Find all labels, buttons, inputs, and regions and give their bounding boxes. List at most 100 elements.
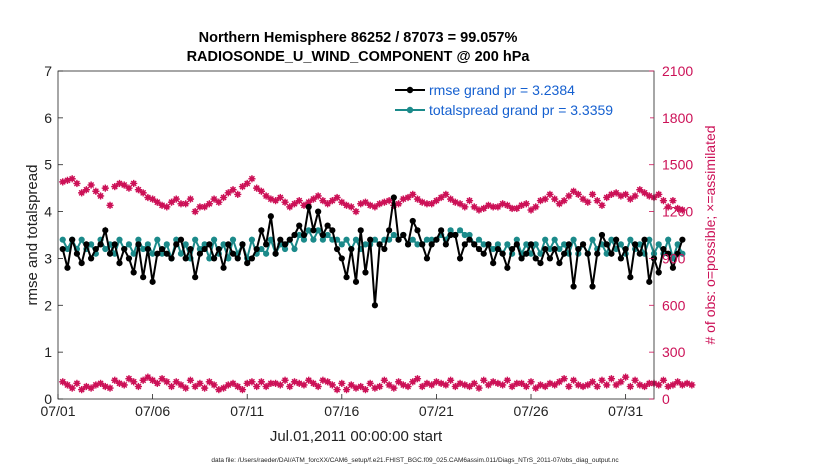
obs-assimilated-point <box>503 376 511 384</box>
obs-assimilated-point <box>428 381 436 389</box>
totalspread-point <box>523 241 530 248</box>
obs-marker-core <box>509 206 515 211</box>
rmse-point <box>508 245 516 253</box>
obs-marker-core <box>65 382 70 388</box>
y-left-tick-label: 0 <box>44 391 52 407</box>
obs-assimilated-point <box>201 384 209 392</box>
obs-marker-core <box>102 185 108 191</box>
obs-marker-core <box>112 184 118 189</box>
obs-possible-point <box>555 200 563 208</box>
rmse-point <box>78 260 85 267</box>
rmse-point <box>192 274 199 281</box>
obs-possible-point <box>456 200 464 208</box>
totalspread-point <box>504 241 511 248</box>
obs-marker-core <box>533 204 539 210</box>
obs-marker-core <box>358 384 364 389</box>
totalspread-point <box>125 241 133 248</box>
obs-marker-core <box>188 377 193 383</box>
obs-assimilated-point <box>333 386 341 394</box>
obs-marker-core <box>315 193 321 199</box>
rmse-point <box>210 255 218 262</box>
obs-marker-core <box>235 384 241 389</box>
obs-possible-point <box>532 203 540 211</box>
y-right-tick-label: 1200 <box>662 204 693 220</box>
chart-title-line1: Northern Hemisphere 86252 / 87073 = 99.0… <box>199 30 518 46</box>
rmse-point <box>125 255 133 262</box>
totalspread-point <box>669 255 677 262</box>
obs-assimilated-point <box>309 379 318 387</box>
obs-marker-core <box>240 387 245 393</box>
obs-marker-core <box>604 382 610 388</box>
obs-marker-core <box>604 195 610 200</box>
obs-marker-core <box>178 382 184 388</box>
totalspread-point <box>551 236 558 243</box>
obs-assimilated-point <box>219 384 228 392</box>
rmse-point <box>329 227 336 234</box>
totalspread-point <box>220 241 227 248</box>
obs-assimilated-point <box>149 376 157 384</box>
rmse-point <box>319 231 326 239</box>
rmse-point <box>665 250 672 257</box>
obs-marker-core <box>594 384 600 389</box>
obs-assimilated-point <box>380 376 388 384</box>
totalspread-point <box>177 250 185 257</box>
obs-marker-core <box>415 376 420 382</box>
obs-marker-core <box>637 187 643 193</box>
obs-marker-core <box>429 201 435 207</box>
obs-marker-core <box>292 201 297 207</box>
rmse-point <box>371 302 379 309</box>
rmse-point <box>641 236 648 243</box>
obs-marker-core <box>542 384 548 389</box>
obs-assimilated-point <box>229 379 237 387</box>
obs-marker-core <box>136 187 141 193</box>
obs-assimilated-point <box>238 386 247 394</box>
rmse-point <box>646 278 653 285</box>
x-tick-label: 07/06 <box>135 403 170 419</box>
rmse-point <box>73 250 81 257</box>
obs-marker-core <box>192 209 198 214</box>
obs-assimilated-point <box>366 379 374 387</box>
obs-marker-core <box>523 201 529 207</box>
rmse-point <box>561 250 568 257</box>
y-left-axis-label: rmse and totalspread <box>24 165 41 306</box>
obs-marker-core <box>121 182 127 188</box>
obs-marker-core <box>467 384 472 389</box>
totalspread-point <box>603 250 610 257</box>
obs-assimilated-point <box>418 382 426 391</box>
obs-assimilated-point <box>598 376 606 384</box>
obs-assimilated-point <box>480 376 488 384</box>
totalspread-point <box>665 236 672 243</box>
obs-assimilated-point <box>78 386 86 394</box>
obs-marker-core <box>136 384 141 389</box>
obs-assimilated-point <box>314 382 322 391</box>
totalspread-point <box>210 236 218 243</box>
obs-marker-core <box>154 199 160 205</box>
rmse-point <box>291 231 298 239</box>
y-right-tick-label: 900 <box>662 250 686 266</box>
obs-marker-core <box>107 385 113 391</box>
obs-marker-core <box>183 201 189 207</box>
rmse-point <box>215 245 222 253</box>
obs-marker-core <box>202 204 208 210</box>
obs-possible-point <box>125 184 133 192</box>
obs-marker-core <box>528 207 534 213</box>
obs-marker-core <box>448 196 454 202</box>
obs-assimilated-point <box>655 381 663 389</box>
obs-possible-point <box>338 198 346 206</box>
obs-possible-point <box>536 197 545 205</box>
obs-possible-point <box>413 195 422 203</box>
obs-assimilated-point <box>617 378 625 386</box>
obs-marker-core <box>613 190 619 196</box>
obs-assimilated-point <box>584 381 592 389</box>
obs-marker-core <box>325 379 331 385</box>
obs-possible-point <box>385 197 393 205</box>
obs-marker-core <box>150 196 156 202</box>
obs-possible-point <box>276 193 284 202</box>
obs-marker-core <box>434 198 439 204</box>
rmse-point <box>546 255 554 262</box>
obs-marker-core <box>240 184 245 189</box>
rmse-point <box>471 241 478 248</box>
obs-possible-point <box>428 200 436 208</box>
obs-marker-core <box>519 380 524 386</box>
y-right-tick-label: 0 <box>662 391 670 407</box>
